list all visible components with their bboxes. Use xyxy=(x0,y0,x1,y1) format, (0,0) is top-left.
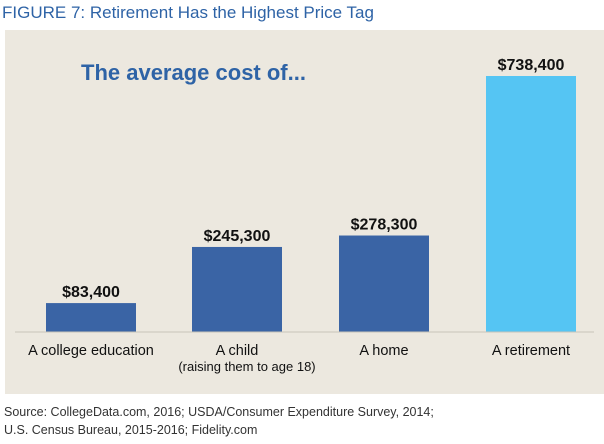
bar-2 xyxy=(339,235,429,332)
category-label-3: A retirement xyxy=(492,343,570,359)
category-label-1: A child xyxy=(216,343,259,359)
labels-layer: $83,400 A college education $245,300 A chil… xyxy=(28,57,570,374)
category-label-0: A college education xyxy=(28,343,154,359)
category-label-2: A home xyxy=(359,343,408,359)
bars-layer xyxy=(46,76,576,332)
chart-heading: The average cost of... xyxy=(81,60,306,85)
figure-title: FIGURE 7: Retirement Has the Highest Pri… xyxy=(2,3,374,22)
value-label-0: $83,400 xyxy=(62,284,120,301)
value-label-2: $278,300 xyxy=(351,217,418,234)
bar-chart: The average cost of... $83,400 A college … xyxy=(15,57,594,374)
category-sublabel-1: (raising them to age 18) xyxy=(178,359,315,374)
source-note-line-1: Source: CollegeData.com, 2016; USDA/Cons… xyxy=(4,405,434,419)
source-note-line-2: U.S. Census Bureau, 2015-2016; Fidelity.… xyxy=(4,423,258,437)
bar-0 xyxy=(46,303,136,332)
chart-panel: The average cost of... $83,400 A college … xyxy=(5,30,604,394)
value-label-1: $245,300 xyxy=(204,228,271,245)
bar-3 xyxy=(486,76,576,332)
value-label-3: $738,400 xyxy=(498,57,565,74)
bar-1 xyxy=(192,246,282,332)
